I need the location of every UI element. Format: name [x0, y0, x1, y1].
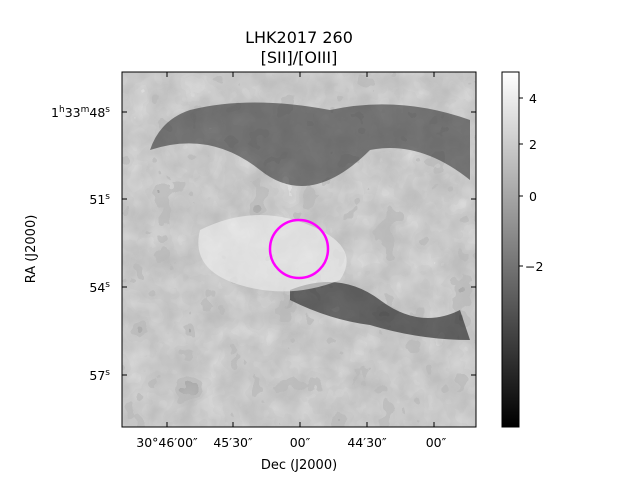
- figure-title-line2: [SII]/[OIII]: [260, 48, 338, 67]
- y-tick-label: 54s: [89, 280, 110, 295]
- colorbar-ticks: [519, 97, 523, 267]
- y-axis-ticks: [122, 111, 476, 376]
- x-tick-label: 45′30″: [213, 435, 253, 450]
- emission-map-image: [122, 72, 476, 427]
- image-frame: [121, 71, 477, 428]
- x-tick-label: 44′30″: [347, 435, 387, 450]
- colorbar-tick-label: 2: [529, 137, 537, 152]
- x-tick-label: 30°46′00″: [136, 435, 198, 450]
- colorbar-tick-label: −2: [525, 259, 543, 274]
- x-axis-ticks: [166, 72, 435, 427]
- x-tick-label: 00″: [290, 435, 311, 450]
- figure-title-line1: LHK2017 260: [245, 28, 353, 47]
- colorbar-tick-label: 4: [529, 91, 537, 106]
- y-axis-label: RA (J2000): [24, 215, 39, 284]
- y-tick-label: 1h33m48s: [51, 105, 110, 120]
- y-tick-label: 51s: [89, 192, 110, 207]
- aperture-circle: [268, 218, 330, 280]
- y-tick-label: 57s: [89, 368, 110, 383]
- x-tick-label: 00″: [426, 435, 447, 450]
- colorbar-tick-label: 0: [529, 189, 537, 204]
- colorbar: [501, 71, 520, 428]
- x-axis-label: Dec (J2000): [261, 458, 337, 473]
